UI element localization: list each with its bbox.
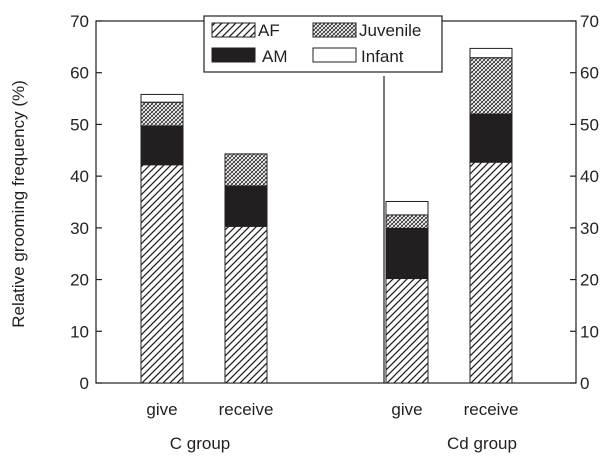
y-tick-label-right: 0 <box>580 374 589 393</box>
legend-label-af: AF <box>258 21 280 40</box>
x-category-label: give <box>391 400 422 419</box>
x-category-label: receive <box>464 400 519 419</box>
bar-segment-am <box>469 113 513 163</box>
bar-segment-infant <box>469 47 513 59</box>
bar-segment-af <box>385 278 429 384</box>
y-tick-label-left: 70 <box>70 12 89 31</box>
bar-segment-juvenile <box>469 57 513 115</box>
bar-segment-am <box>224 185 268 227</box>
y-tick-label-right: 30 <box>580 219 599 238</box>
bar-segment-af <box>224 225 268 384</box>
bar-segment-juvenile <box>385 214 429 229</box>
y-axis-title: Relative grooming frequency (%) <box>9 80 28 328</box>
y-tick-label-left: 60 <box>70 64 89 83</box>
legend-swatch-infant <box>312 47 357 63</box>
y-tick-label-right: 60 <box>580 64 599 83</box>
group-label-c: C group <box>170 434 230 453</box>
legend-label-am: AM <box>262 47 288 66</box>
legend: AF Juvenile AM Infant <box>203 15 443 73</box>
y-axis-right: 0 10 20 30 40 50 60 70 <box>570 12 599 393</box>
bar-segment-am <box>385 227 429 280</box>
bar-segment-juvenile <box>140 101 184 127</box>
y-tick-label-right: 20 <box>580 271 599 290</box>
legend-label-juvenile: Juvenile <box>359 21 421 40</box>
y-tick-label-right: 10 <box>580 322 599 341</box>
y-tick-label-left: 40 <box>70 167 89 186</box>
bar-segment-juvenile <box>224 153 268 187</box>
bar-segment-am <box>140 125 184 166</box>
bar-segment-af <box>469 161 513 384</box>
x-axis-labels: give receive give receive <box>146 400 518 419</box>
legend-swatch-juvenile <box>312 22 357 38</box>
bar-segment-infant <box>140 93 184 103</box>
x-category-label: receive <box>219 400 274 419</box>
y-tick-label-right: 40 <box>580 167 599 186</box>
y-axis-left: 0 10 20 30 40 50 60 70 <box>70 12 102 393</box>
bars <box>140 47 513 384</box>
y-tick-label-left: 30 <box>70 219 89 238</box>
bar-segment-af <box>140 164 184 384</box>
legend-swatch-am <box>211 47 256 63</box>
x-category-label: give <box>146 400 177 419</box>
y-tick-label-right: 70 <box>580 12 599 31</box>
y-tick-label-left: 10 <box>70 322 89 341</box>
legend-swatch-af <box>211 22 256 38</box>
legend-label-infant: Infant <box>361 47 404 66</box>
y-tick-label-left: 0 <box>80 374 89 393</box>
group-label-cd: Cd group <box>447 434 517 453</box>
bar-segment-infant <box>385 200 429 216</box>
y-tick-label-left: 20 <box>70 271 89 290</box>
y-tick-label-right: 50 <box>580 115 599 134</box>
y-tick-label-left: 50 <box>70 115 89 134</box>
